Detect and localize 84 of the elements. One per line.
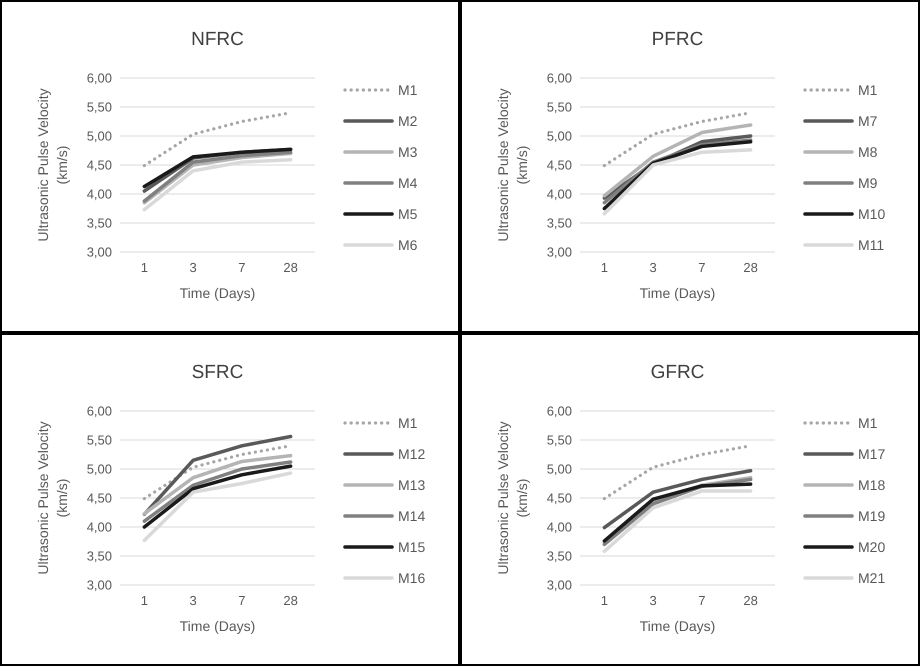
legend-label: M17 — [858, 446, 886, 462]
x-tick-label: 1 — [600, 593, 608, 608]
y-tick-label: 4,50 — [546, 158, 572, 173]
legend-label: M1 — [858, 414, 878, 431]
y-tick-label: 5,00 — [546, 128, 572, 144]
line-series — [142, 454, 292, 516]
chart-title: SFRC — [192, 362, 244, 383]
x-axis-title: Time (Days) — [640, 618, 716, 634]
y-tick-label: 3,00 — [86, 578, 112, 593]
legend-label: M3 — [398, 144, 418, 160]
x-tick-label: 28 — [743, 593, 758, 608]
legend-label: M21 — [858, 570, 886, 586]
x-tick-label: 3 — [650, 593, 657, 608]
y-axis-title: Ultrasonic Pulse Velocity (km/s) — [35, 88, 70, 242]
y-tick-label: 5,00 — [86, 462, 112, 477]
y-tick-label: 4,50 — [86, 158, 112, 173]
x-tick-label: 7 — [238, 260, 246, 275]
legend-label: M2 — [398, 112, 418, 129]
legend-label: M20 — [858, 538, 886, 555]
x-tick-label: 1 — [600, 260, 608, 275]
legend-label: M5 — [398, 206, 418, 222]
legend-label: M11 — [858, 236, 884, 253]
legend-label: M6 — [398, 236, 418, 253]
legend-label: M18 — [858, 476, 886, 493]
y-tick-label: 6,00 — [86, 404, 112, 419]
y-tick-label: 4,00 — [86, 520, 112, 535]
y-tick-label: 6,00 — [86, 70, 112, 86]
legend-label: M12 — [398, 446, 426, 462]
chart-title: PFRC — [652, 29, 704, 50]
y-axis-title: Ultrasonic Pulse Velocity (km/s) — [35, 421, 70, 575]
legend-label: M8 — [858, 144, 878, 160]
legend-label: M16 — [398, 570, 426, 586]
legend-label: M10 — [858, 206, 886, 222]
x-tick-label: 1 — [140, 593, 148, 608]
x-axis-title: Time (Days) — [640, 285, 716, 301]
y-tick-label: 5,50 — [86, 100, 112, 115]
chart-title: GFRC — [650, 362, 704, 383]
legend-label: M7 — [858, 112, 878, 129]
x-tick-label: 3 — [650, 260, 657, 275]
y-tick-label: 6,00 — [546, 404, 572, 419]
y-tick-label: 5,00 — [546, 462, 572, 477]
legend-label: M15 — [398, 538, 426, 555]
y-tick-label: 3,50 — [546, 216, 572, 231]
y-axis-title: Ultrasonic Pulse Velocity (km/s) — [495, 88, 530, 242]
y-tick-label: 3,50 — [546, 548, 572, 564]
x-axis-title: Time (Days) — [180, 285, 256, 301]
legend-label: M13 — [398, 476, 426, 493]
x-tick-label: 3 — [190, 593, 197, 608]
legend-label: M1 — [858, 82, 878, 98]
legend-label: M4 — [398, 174, 418, 191]
line-series — [142, 434, 292, 516]
y-tick-label: 5,50 — [546, 100, 572, 115]
y-tick-label: 3,50 — [86, 216, 112, 231]
y-tick-label: 3,00 — [546, 244, 572, 260]
y-tick-label: 4,00 — [546, 186, 572, 202]
chart-title: NFRC — [191, 29, 244, 50]
y-tick-label: 6,00 — [546, 70, 572, 86]
legend-label: M1 — [398, 82, 418, 98]
legend-label: M14 — [398, 508, 426, 524]
x-tick-label: 28 — [283, 593, 298, 608]
y-tick-label: 4,50 — [86, 490, 112, 506]
y-axis-title: Ultrasonic Pulse Velocity (km/s) — [495, 421, 530, 575]
x-tick-label: 3 — [190, 260, 197, 275]
x-tick-label: 7 — [238, 593, 246, 608]
x-axis-title: Time (Days) — [180, 618, 256, 634]
x-tick-label: 1 — [140, 260, 148, 275]
y-tick-label: 3,50 — [86, 548, 112, 564]
x-tick-label: 28 — [743, 260, 758, 275]
y-tick-label: 5,50 — [546, 432, 572, 448]
legend-label: M9 — [858, 174, 878, 191]
line-series — [602, 123, 752, 198]
y-tick-label: 3,00 — [546, 578, 572, 593]
x-tick-label: 7 — [698, 260, 706, 275]
y-tick-label: 4,00 — [86, 186, 112, 202]
x-tick-label: 28 — [283, 260, 298, 275]
legend-label: M19 — [858, 508, 886, 524]
y-tick-label: 5,00 — [86, 128, 112, 144]
line-series — [602, 468, 752, 530]
y-tick-label: 5,50 — [86, 432, 112, 448]
x-tick-label: 7 — [698, 593, 706, 608]
legend-label: M1 — [398, 414, 418, 431]
y-tick-label: 4,50 — [546, 490, 572, 506]
y-tick-label: 4,00 — [546, 520, 572, 535]
y-tick-label: 3,00 — [86, 244, 112, 260]
